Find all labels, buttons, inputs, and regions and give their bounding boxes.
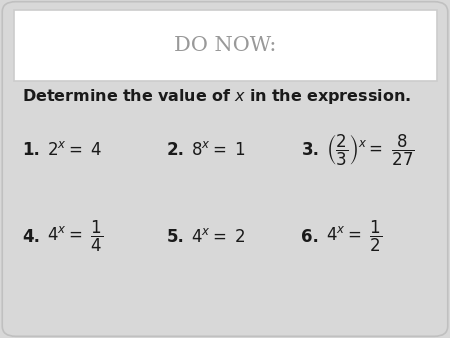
Text: 1.: 1. [22,141,40,160]
Text: $\left(\dfrac{2}{3}\right)^{x}{=}\ \dfrac{8}{27}$: $\left(\dfrac{2}{3}\right)^{x}{=}\ \dfra… [326,133,415,168]
Text: 5.: 5. [166,227,184,246]
Text: $4^{x}{=}\ \dfrac{1}{2}$: $4^{x}{=}\ \dfrac{1}{2}$ [326,219,383,254]
Text: 6.: 6. [302,227,319,246]
Text: 3.: 3. [302,141,319,160]
Text: $\bf{Determine\ the\ value\ of}\ \mathit{x}\ \bf{in\ the\ expression.}$: $\bf{Determine\ the\ value\ of}\ \mathit… [22,87,412,106]
Text: 2.: 2. [166,141,184,160]
Text: $4^{x}{=}\ \dfrac{1}{4}$: $4^{x}{=}\ \dfrac{1}{4}$ [47,219,104,254]
Text: 4.: 4. [22,227,40,246]
Text: $8^{x}{=}\ 1$: $8^{x}{=}\ 1$ [191,141,246,160]
Text: DO NOW:: DO NOW: [174,36,276,55]
Text: $2^{x}{=}\ 4$: $2^{x}{=}\ 4$ [47,141,103,160]
Text: $4^{x}{=}\ 2$: $4^{x}{=}\ 2$ [191,227,246,246]
FancyBboxPatch shape [2,2,448,336]
FancyBboxPatch shape [14,10,436,81]
